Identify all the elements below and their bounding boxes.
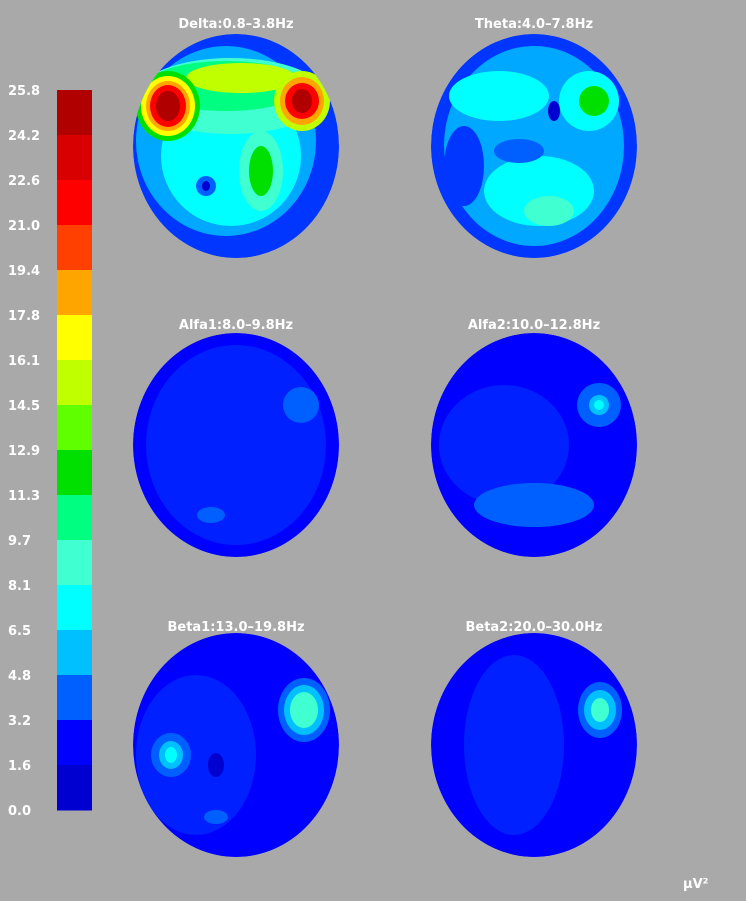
topomap-region <box>197 507 225 523</box>
colorbar-tick-label: 0.0 <box>8 804 31 819</box>
colorbar-tick-label: 19.4 <box>8 264 40 279</box>
colorbar-segment <box>57 360 92 406</box>
colorbar-tick-label: 22.6 <box>8 174 40 189</box>
topomap-region <box>146 345 326 545</box>
topomap-region <box>283 387 319 423</box>
colorbar-tick-label: 3.2 <box>8 714 31 729</box>
colorbar-tick-label: 16.1 <box>8 354 40 369</box>
topomap-region <box>208 753 224 777</box>
colorbar-tick-label: 24.2 <box>8 129 40 144</box>
topomap-region <box>449 71 549 121</box>
colorbar-segment <box>57 450 92 496</box>
colorbar-segment <box>57 585 92 631</box>
topomap-title: Beta2:20.0–30.0Hz <box>465 620 602 635</box>
colorbar-segment <box>57 765 92 811</box>
topomap-head <box>431 34 637 258</box>
colorbar-tick-label: 1.6 <box>8 759 31 774</box>
topomap-region <box>474 483 594 527</box>
colorbar-segment <box>57 720 92 766</box>
topomap-2: Alfa1:8.0–9.8Hz <box>133 318 339 557</box>
topomap-region <box>579 86 609 116</box>
topomap-0: Delta:0.8–3.8Hz <box>133 17 339 258</box>
topomap-region <box>202 181 210 191</box>
topomap-region <box>292 89 312 113</box>
colorbar-segment <box>57 180 92 226</box>
colorbar-segment <box>57 495 92 541</box>
topomap-head <box>431 633 637 857</box>
topomap-region <box>249 146 273 196</box>
topomap-region <box>439 385 569 505</box>
colorbar-segment <box>57 90 92 136</box>
topomap-region <box>594 400 604 410</box>
colorbar-tick-label: 11.3 <box>8 489 40 504</box>
topomap-region <box>290 692 318 728</box>
topomap-head <box>431 333 637 557</box>
colorbar-tick-label: 9.7 <box>8 534 31 549</box>
unit-label: μV² <box>683 877 708 892</box>
colorbar-segment <box>57 270 92 316</box>
colorbar-segment <box>57 135 92 181</box>
colorbar-tick-label: 25.8 <box>8 84 40 99</box>
topomap-title: Alfa1:8.0–9.8Hz <box>179 318 293 333</box>
topomap-5: Beta2:20.0–30.0Hz <box>431 620 637 857</box>
topomap-region <box>591 698 609 722</box>
topomap-head <box>133 34 339 258</box>
topomap-head <box>133 333 339 557</box>
colorbar-tick-label: 14.5 <box>8 399 40 414</box>
topomap-title: Theta:4.0–7.8Hz <box>475 17 593 32</box>
topomap-region <box>494 139 544 163</box>
colorbar-tick-label: 17.8 <box>8 309 40 324</box>
topomap-1: Theta:4.0–7.8Hz <box>431 17 637 258</box>
topomap-region <box>165 747 177 763</box>
colorbar-segment <box>57 540 92 586</box>
colorbar-tick-label: 4.8 <box>8 669 31 684</box>
topomap-title: Alfa2:10.0–12.8Hz <box>468 318 600 333</box>
topomap-4: Beta1:13.0–19.8Hz <box>133 620 339 857</box>
colorbar-segment <box>57 405 92 451</box>
topomap-3: Alfa2:10.0–12.8Hz <box>431 318 637 557</box>
colorbar-tick-label: 12.9 <box>8 444 40 459</box>
topomap-region <box>186 63 296 93</box>
topomap-title: Delta:0.8–3.8Hz <box>178 17 293 32</box>
topomap-region <box>524 196 574 226</box>
colorbar-segment <box>57 315 92 361</box>
topomap-grid: Delta:0.8–3.8Hz Theta:4.0–7.8Hz Alfa1:8.0–… <box>133 17 637 857</box>
colorbar: 25.8 24.2 22.6 21.0 19.4 17.8 16.1 14.5 12.9 11.3… <box>8 84 92 819</box>
colorbar-tick-label: 8.1 <box>8 579 31 594</box>
topomap-region <box>204 810 228 824</box>
topomap-head <box>133 633 339 857</box>
topomap-region <box>548 101 560 121</box>
topomap-region <box>464 655 564 835</box>
colorbar-tick-label: 21.0 <box>8 219 40 234</box>
topomap-title: Beta1:13.0–19.8Hz <box>167 620 304 635</box>
colorbar-segment <box>57 225 92 271</box>
colorbar-segment <box>57 675 92 721</box>
colorbar-segment <box>57 630 92 676</box>
topomap-region <box>444 126 484 206</box>
topomap-region <box>136 675 256 835</box>
topomap-region <box>156 91 180 121</box>
colorbar-tick-label: 6.5 <box>8 624 31 639</box>
